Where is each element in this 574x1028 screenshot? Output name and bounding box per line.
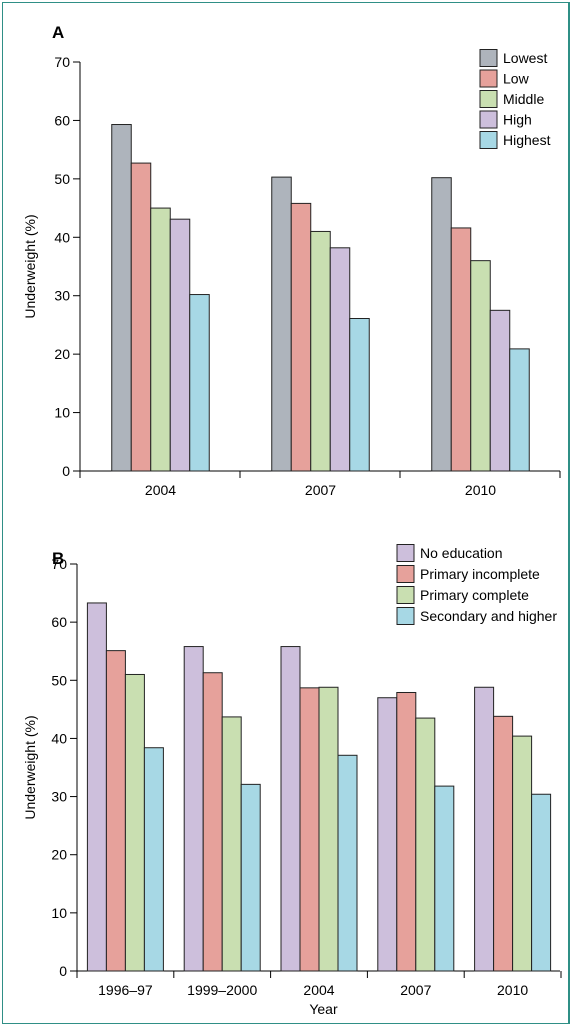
bar-primary-complete-2010	[512, 735, 533, 972]
bar-primary-complete-2007	[415, 717, 436, 972]
legend-label: Lowest	[503, 50, 547, 66]
legend-label: Primary incomplete	[420, 566, 540, 582]
x-tick-label: 2007	[305, 482, 336, 498]
bar-secondary-and-higher-2004	[337, 754, 358, 972]
bar-high-2010	[489, 309, 511, 472]
y-axis-title: Underweight (%)	[22, 715, 38, 819]
bar-no-education-2004	[280, 646, 301, 972]
legend-swatch	[479, 131, 498, 149]
legend-label: Middle	[503, 91, 544, 107]
x-tick-label: 1996–97	[98, 982, 153, 998]
bar-lowest-2010	[431, 177, 452, 472]
legend-label: Secondary and higher	[420, 608, 557, 624]
x-tick-label: 1999–2000	[187, 982, 257, 998]
legend-swatch	[479, 69, 498, 88]
x-tick-label: 2004	[145, 482, 176, 498]
bar-low-2004	[130, 162, 152, 472]
legend-swatch	[396, 607, 415, 625]
y-tick-label: 60	[54, 112, 70, 128]
y-tick-label: 10	[54, 405, 70, 421]
y-tick-label: 10	[51, 905, 67, 921]
x-tick-label: 2004	[303, 982, 334, 998]
bar-secondary-and-higher-1999–2000	[240, 783, 261, 972]
bar-highest-2004	[189, 294, 210, 472]
legend-swatch	[396, 544, 415, 562]
x-tick-label: 2010	[465, 482, 496, 498]
bar-primary-incomplete-2010	[493, 715, 514, 972]
legend-label: No education	[420, 545, 503, 561]
panel-label-A: A	[52, 23, 64, 42]
bar-primary-incomplete-1996–97	[105, 650, 126, 972]
bar-no-education-1999–2000	[183, 646, 204, 972]
y-tick-label: 20	[54, 346, 70, 362]
bar-lowest-2007	[271, 176, 292, 472]
legend-label: Highest	[503, 132, 551, 148]
bar-primary-complete-1999–2000	[221, 716, 242, 972]
panel-label-B: B	[52, 549, 64, 568]
bar-highest-2007	[349, 318, 370, 472]
y-tick-label: 30	[54, 288, 70, 304]
bar-middle-2007	[310, 230, 331, 472]
bar-no-education-2007	[377, 697, 398, 972]
legend-swatch	[479, 90, 498, 108]
y-tick-label: 0	[62, 463, 70, 479]
legend-swatch	[479, 110, 498, 129]
y-tick-label: 0	[59, 963, 67, 979]
y-tick-label: 50	[51, 672, 67, 688]
x-axis-title: Year	[309, 1001, 338, 1017]
legend-label: High	[503, 112, 532, 128]
x-tick-label: 2010	[497, 982, 528, 998]
bar-primary-incomplete-1999–2000	[202, 672, 223, 972]
y-tick-label: 40	[54, 229, 70, 245]
y-tick-label: 40	[51, 730, 67, 746]
bar-high-2004	[169, 218, 191, 472]
bar-secondary-and-higher-2007	[434, 785, 455, 972]
y-axis-title: Underweight (%)	[22, 214, 38, 318]
x-tick-label: 2007	[400, 982, 431, 998]
bar-low-2010	[450, 227, 472, 472]
bar-low-2007	[290, 202, 312, 472]
bar-no-education-1996–97	[86, 602, 107, 972]
bar-secondary-and-higher-1996–97	[143, 747, 164, 972]
bar-highest-2010	[509, 348, 530, 472]
bar-lowest-2004	[111, 124, 132, 472]
y-tick-label: 60	[51, 614, 67, 630]
legend-swatch	[479, 49, 498, 67]
legend-swatch	[396, 586, 415, 604]
bar-primary-complete-1996–97	[124, 673, 145, 972]
y-tick-label: 30	[51, 789, 67, 805]
bar-high-2007	[329, 247, 351, 472]
y-tick-label: 70	[54, 54, 70, 70]
bar-primary-incomplete-2004	[299, 687, 320, 972]
bar-middle-2004	[150, 207, 171, 472]
bar-primary-complete-2004	[318, 686, 339, 972]
legend-label: Primary complete	[420, 587, 529, 603]
bar-no-education-2010	[474, 686, 495, 972]
bar-middle-2010	[470, 260, 491, 472]
y-tick-label: 70	[51, 556, 67, 572]
legend-label: Low	[503, 71, 530, 87]
bar-primary-incomplete-2007	[396, 691, 417, 972]
bar-secondary-and-higher-2010	[531, 793, 552, 972]
y-tick-label: 20	[51, 847, 67, 863]
y-tick-label: 50	[54, 171, 70, 187]
legend-swatch	[396, 565, 415, 583]
